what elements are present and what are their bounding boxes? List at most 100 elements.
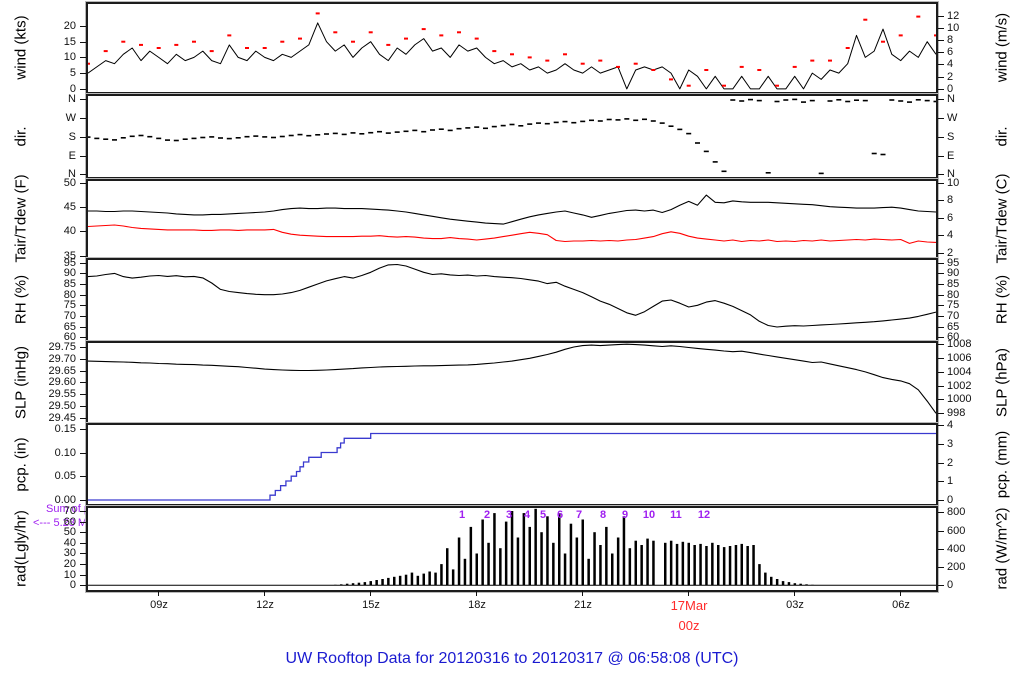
wind_dir_deg-dot xyxy=(854,99,859,101)
wind-left-tick-label: 15 xyxy=(63,36,76,48)
rad_ly_hr-bar xyxy=(345,583,349,586)
pcp-left-tick-label: 0.10 xyxy=(54,447,76,459)
rad_ly_hr-bar xyxy=(593,532,596,586)
rad_ly_hr-bar xyxy=(504,521,508,586)
temp-right-tick-label: 6 xyxy=(947,212,954,224)
rad-right-tick-label: 0 xyxy=(947,579,954,591)
temp-right-tick xyxy=(938,200,944,201)
rad_ly_hr-bar xyxy=(775,579,779,586)
wind_peak_kts-mark xyxy=(898,34,903,37)
rad-left-tick-label: 60 xyxy=(63,516,76,528)
pcp-left-tick-label: 0.05 xyxy=(54,470,76,482)
wind_dir_deg-dot xyxy=(165,139,170,141)
rad_ly_hr-bar xyxy=(640,545,643,586)
rad-right-tick xyxy=(938,549,944,550)
wind_peak_kts-mark xyxy=(775,84,779,87)
wind-left-tick xyxy=(80,57,86,58)
wind_peak_kts-mark xyxy=(298,37,302,40)
rad_ly_hr-bar xyxy=(722,547,726,586)
rad_ly_hr-bar xyxy=(605,526,608,586)
dir-left-tick-label: N xyxy=(68,93,76,105)
dir-left-tick-label: E xyxy=(68,150,76,162)
x-tick-label: 18z xyxy=(468,599,486,611)
rad-left-tick-label: 20 xyxy=(63,558,76,570)
dir-left-tick xyxy=(80,137,86,138)
rad_ly_hr-bar xyxy=(728,546,732,586)
slp-left-tick xyxy=(80,406,86,407)
wind_dir_deg-dot xyxy=(138,134,144,137)
wind_peak_kts-mark xyxy=(934,34,936,37)
wind_dir_deg-dot xyxy=(271,136,276,139)
rad-right-tick xyxy=(938,531,944,532)
wind_dir_deg-dot xyxy=(668,125,674,127)
wind_dir_deg-dot xyxy=(147,135,153,138)
rh_pct-line xyxy=(88,263,936,328)
rad_ly_hr-bar xyxy=(451,569,455,586)
rh-panel xyxy=(86,258,938,342)
wind_dir_deg-dot xyxy=(898,100,904,102)
rad_ly_hr-bar xyxy=(752,545,755,586)
rad_ly_hr-bar xyxy=(340,584,343,586)
rad_ly_hr-bar xyxy=(581,519,584,586)
wind_dir_deg-dot xyxy=(191,137,197,140)
wind_dir_deg-dot xyxy=(359,133,365,135)
dir-panel xyxy=(86,94,938,179)
pcp-plot xyxy=(88,432,936,501)
slp-left-tick-label: 29.75 xyxy=(48,341,76,353)
rad-left-tick-label: 30 xyxy=(63,547,76,559)
rad_ly_hr-bar xyxy=(699,543,702,586)
temp-right-tick-label: 8 xyxy=(947,194,954,206)
wind_dir_deg-dot xyxy=(712,161,718,163)
wind_peak_kts-mark xyxy=(139,43,143,46)
rad_ly_hr-bar xyxy=(463,558,467,586)
rh-right-tick xyxy=(938,273,944,274)
pcp-right-tick xyxy=(938,500,944,501)
temp-right-tick xyxy=(938,253,944,254)
wind_dir_deg-dot xyxy=(332,132,338,135)
rh-left-tick xyxy=(80,316,86,317)
rad_ly_hr-bar xyxy=(351,583,355,586)
rad_ly_hr-bar xyxy=(422,573,425,586)
wind_peak_kts-mark xyxy=(616,65,620,68)
rad_ly_hr-bar xyxy=(528,526,531,586)
wind_dir_deg-dot xyxy=(589,119,594,122)
wind_dir_deg-dot xyxy=(562,120,568,123)
rh-left-tick xyxy=(80,295,86,296)
rh-right-tick xyxy=(938,263,944,264)
x-tick-label: 06z xyxy=(892,599,910,611)
rad-panel xyxy=(86,506,938,592)
rad_ly_hr-bar xyxy=(711,542,714,586)
x-tick xyxy=(370,590,371,596)
rad_ly_hr-bar xyxy=(487,542,490,586)
wind_dir_deg-dot xyxy=(889,99,895,101)
rad_ly_hr-bar xyxy=(705,546,708,586)
pcp-right-tick-label: 0 xyxy=(947,494,954,506)
pcp-right-tick-label: 4 xyxy=(947,419,954,431)
wind-right-tick xyxy=(938,52,944,53)
slp-right-tick xyxy=(938,413,944,414)
slp-right-tick xyxy=(938,386,944,387)
pcp-left-tick xyxy=(80,500,86,501)
wind_peak_kts-mark xyxy=(404,37,408,40)
pcp-right-tick xyxy=(938,425,944,426)
rad-hour-mark: 12 xyxy=(697,509,711,521)
wind_dir_deg-dot xyxy=(933,100,936,103)
pcp-right-tick-label: 3 xyxy=(947,438,954,450)
rad-hour-mark: 7 xyxy=(575,509,583,521)
wind_dir_deg-dot xyxy=(368,131,374,134)
rh-right-tick-label: 65 xyxy=(947,321,960,333)
rh-plot xyxy=(88,263,936,328)
rad-left-tick-label: 70 xyxy=(63,505,76,517)
wind_dir_deg-dot xyxy=(915,99,921,101)
wind_dir_deg-dot xyxy=(94,137,100,140)
rh-right-tick-label: 70 xyxy=(947,310,960,322)
x-tick-label: 12z xyxy=(256,599,274,611)
slp-left-tick xyxy=(80,359,86,360)
wind_dir_deg-dot xyxy=(262,136,268,138)
wind-right-tick xyxy=(938,28,944,29)
rh-left-tick xyxy=(80,263,86,264)
rad_ly_hr-bar xyxy=(334,584,337,586)
rad_ly_hr-bar xyxy=(481,519,484,586)
wind_peak_kts-mark xyxy=(792,65,797,68)
wind_dir_deg-dot xyxy=(315,134,321,136)
